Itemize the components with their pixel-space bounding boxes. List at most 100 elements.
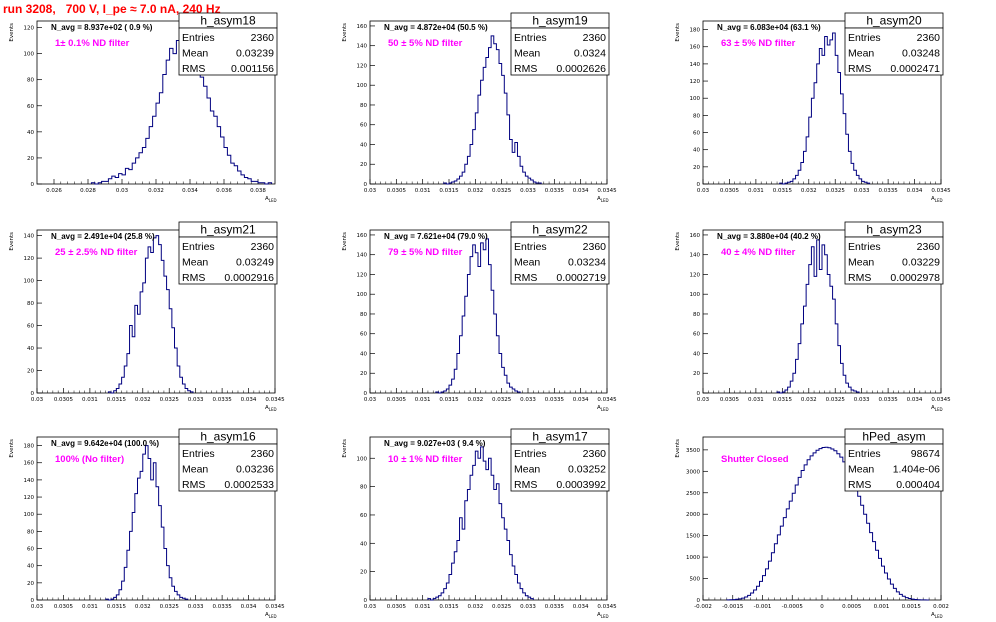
x-axis-title: ALED <box>931 612 943 619</box>
x-tick-label: 0.032 <box>135 397 151 403</box>
y-axis-title: Events <box>675 439 681 458</box>
stats-mean-value: 0.03252 <box>568 464 606 476</box>
filter-annotation: 50 ± 5% ND filter <box>388 38 463 49</box>
filter-annotation: 10 ± 1% ND filter <box>388 454 463 465</box>
x-tick-label: 0.0335 <box>212 397 232 403</box>
histogram-panel-h_asym18: 0.026 0.028 0.03 0.032 0.034 0.036 0.038 0 20 40 6… <box>9 12 278 203</box>
x-axis-title-main: A <box>931 405 935 411</box>
stats-rms-value: 0.0002471 <box>890 63 940 75</box>
x-axis-title-sub: LED <box>935 614 943 619</box>
x-tick-label: 0.033 <box>188 397 204 403</box>
stats-entries-label: Entries <box>514 448 547 460</box>
stats-entries-label: Entries <box>514 32 547 44</box>
x-tick-label: 0.032 <box>467 188 483 194</box>
x-axis-title: ALED <box>265 196 277 203</box>
y-tick-label: 140 <box>690 62 701 68</box>
stats-entries-label: Entries <box>182 241 215 253</box>
y-tick-label: 160 <box>357 233 368 239</box>
y-tick-label: 100 <box>24 52 35 58</box>
y-tick-label: 100 <box>357 83 368 89</box>
y-tick-label: 1000 <box>686 555 700 561</box>
y-tick-label: 60 <box>27 324 34 330</box>
y-tick-label: 40 <box>27 130 34 136</box>
filter-annotation: 79 ± 5% ND filter <box>388 247 463 258</box>
x-tick-label: 0.0315 <box>107 604 127 610</box>
y-tick-label: 60 <box>27 104 34 110</box>
x-tick-label: 0.034 <box>241 397 257 403</box>
x-tick-label: 0.034 <box>907 188 923 194</box>
n-avg-annotation: N_avg = 7.621e+04 (79.0 %) <box>384 232 488 241</box>
y-tick-label: 100 <box>690 292 701 298</box>
stats-rms-value: 0.0002626 <box>556 63 606 75</box>
y-tick-label: 20 <box>360 162 367 168</box>
x-tick-label: 0.033 <box>854 188 870 194</box>
stats-mean-value: 0.03248 <box>902 48 940 60</box>
y-tick-label: 0 <box>364 182 368 188</box>
x-tick-label: 0.033 <box>520 188 536 194</box>
stats-title: h_asym18 <box>200 14 256 28</box>
x-tick-label: -0.002 <box>694 604 712 610</box>
x-tick-label: 0.0345 <box>597 604 617 610</box>
y-tick-label: 120 <box>24 495 35 501</box>
y-tick-label: 160 <box>24 461 35 467</box>
x-tick-label: 0.0005 <box>842 604 862 610</box>
stats-box <box>844 27 944 76</box>
x-axis-title: ALED <box>597 196 609 203</box>
x-tick-label: 0.033 <box>520 604 536 610</box>
stats-rms-label: RMS <box>514 63 537 75</box>
y-tick-label: 160 <box>357 24 368 30</box>
y-tick-label: 40 <box>360 351 367 357</box>
y-tick-label: 100 <box>690 96 701 102</box>
stats-entries-value: 2360 <box>251 448 275 460</box>
x-tick-label: 0.026 <box>46 188 62 194</box>
y-tick-label: 20 <box>27 581 34 587</box>
x-tick-label: 0.0345 <box>931 397 951 403</box>
x-tick-label: 0.03 <box>697 397 710 403</box>
x-tick-label: 0.03 <box>116 188 129 194</box>
stats-rms-value: 0.0002533 <box>224 479 274 491</box>
y-tick-label: 60 <box>693 131 700 137</box>
x-tick-label: 0.0315 <box>773 397 793 403</box>
y-axis-title: Events <box>675 23 681 42</box>
x-tick-label: 0.0305 <box>54 604 74 610</box>
stats-rms-value: 0.000404 <box>896 479 940 491</box>
filter-annotation: 1± 0.1% ND filter <box>55 38 130 49</box>
x-tick-label: 0.033 <box>188 604 204 610</box>
x-tick-label: 0.031 <box>748 397 764 403</box>
x-axis-title-main: A <box>265 196 269 202</box>
y-axis-title: Events <box>9 439 15 458</box>
y-tick-label: 80 <box>360 103 367 109</box>
y-tick-label: 0 <box>364 598 368 604</box>
x-tick-label: 0.0345 <box>931 188 951 194</box>
y-tick-label: 0 <box>31 182 35 188</box>
n-avg-annotation: N_avg = 2.491e+04 (25.8 %) <box>51 232 155 241</box>
y-tick-label: 180 <box>24 444 35 450</box>
stats-rms-label: RMS <box>514 479 537 491</box>
stats-entries-value: 2360 <box>917 32 941 44</box>
x-tick-label: 0.031 <box>82 397 98 403</box>
y-tick-label: 120 <box>24 256 35 262</box>
stats-box <box>178 443 278 492</box>
histogram-panel-h_asym22: 0.03 0.0305 0.031 0.0315 0.032 0.0325 0.033 0.0… <box>342 221 617 412</box>
x-tick-label: 0.033 <box>520 397 536 403</box>
y-tick-label: 0 <box>31 391 35 397</box>
stats-mean-label: Mean <box>514 48 540 60</box>
y-tick-label: 60 <box>360 513 367 519</box>
x-axis-title-sub: LED <box>269 407 277 412</box>
histogram-series-h_asym16 <box>105 445 189 601</box>
histogram-panel-h_asym17: 0.03 0.0305 0.031 0.0315 0.032 0.0325 0.033 0.0… <box>342 428 617 619</box>
page-title: run 3208, 700 V, I_pe ≈ 7.0 nA, 240 Hz <box>3 2 221 16</box>
x-tick-label: 0.0315 <box>773 188 793 194</box>
plot-frame <box>702 20 942 185</box>
y-tick-label: 140 <box>357 253 368 259</box>
x-axis-title-sub: LED <box>601 614 609 619</box>
y-tick-label: 160 <box>690 233 701 239</box>
plot-frame <box>36 436 276 601</box>
y-tick-label: 60 <box>693 332 700 338</box>
stats-mean-label: Mean <box>848 257 874 269</box>
stats-rms-value: 0.0003992 <box>556 479 606 491</box>
y-tick-label: 60 <box>360 123 367 129</box>
y-tick-label: 20 <box>27 369 34 375</box>
y-tick-label: 100 <box>357 456 368 462</box>
y-tick-label: 3500 <box>686 448 700 454</box>
